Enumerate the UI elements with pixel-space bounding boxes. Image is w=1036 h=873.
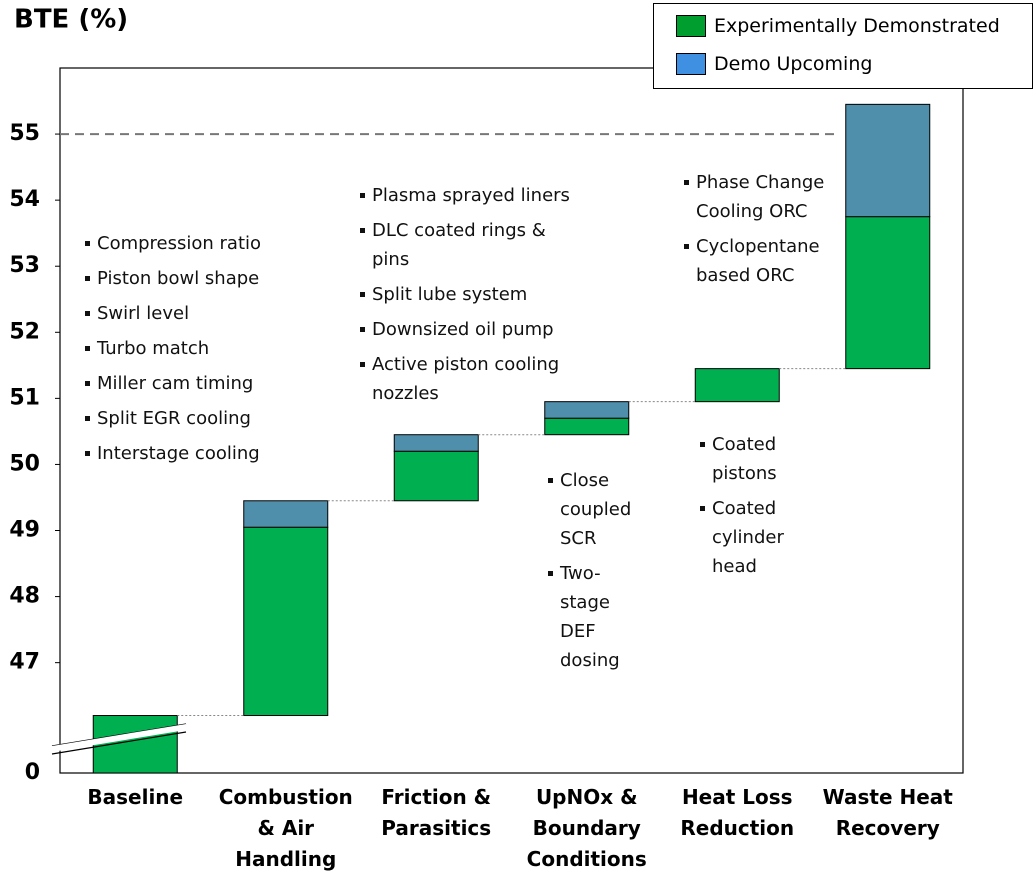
y-title: BTE (%): [14, 5, 128, 35]
legend-label: Experimentally Demonstrated: [714, 15, 1000, 37]
bar-segment: [694, 368, 780, 403]
annotation-item: Split lube system: [360, 280, 590, 309]
annotation-item: Compression ratio: [85, 229, 285, 258]
y-tick-label: 52: [9, 319, 40, 344]
annotation-item: Plasma sprayed liners: [360, 181, 590, 210]
annotation-list: Compression ratio Piston bowl shape Swirl …: [85, 229, 285, 474]
annotation-item: Swirl level: [85, 299, 285, 328]
y-tick-label: 54: [9, 187, 40, 212]
annotation-item: Turbo match: [85, 334, 285, 363]
x-tick-label: Waste Heat Recovery: [822, 785, 953, 840]
annotation-item: Close coupled SCR: [548, 466, 638, 553]
bar-segment: [845, 103, 931, 218]
x-tick-label: Friction & Parasitics: [381, 785, 492, 840]
bar-segment: [845, 216, 931, 370]
x-tick-label: UpNOx & Boundary Conditions: [526, 785, 647, 871]
legend-entry: Demo Upcoming: [676, 53, 872, 75]
annotation-item: Piston bowl shape: [85, 264, 285, 293]
legend: Experimentally Demonstrated Demo Upcoming: [653, 3, 1033, 89]
legend-swatch: [676, 53, 706, 75]
x-tick-label: Baseline: [87, 785, 184, 809]
y-tick-label: 53: [9, 253, 40, 278]
bar-segment: [393, 434, 479, 452]
y-tick-label: 51: [9, 385, 40, 410]
axis-break-gap: [52, 724, 186, 752]
y-break-label: 0: [25, 760, 40, 785]
annotation-item: Split EGR cooling: [85, 404, 285, 433]
annotation-item: Downsized oil pump: [360, 315, 590, 344]
annotation-item: Phase Change Cooling ORC: [684, 168, 844, 226]
legend-entry: Experimentally Demonstrated: [676, 15, 1000, 37]
annotation-list: Phase Change Cooling ORC Cyclopentane bas…: [684, 168, 844, 296]
y-tick-label: 49: [9, 518, 40, 543]
annotation-list: Plasma sprayed liners DLC coated rings & …: [360, 181, 590, 414]
bar-segment: [544, 417, 630, 436]
x-tick-label: Heat Loss Reduction: [680, 785, 795, 840]
axis-break: [51, 731, 187, 755]
legend-label: Demo Upcoming: [714, 53, 873, 75]
plot-frame: [59, 67, 964, 774]
annotation-item: Miller cam timing: [85, 369, 285, 398]
annotation-item: Coated cylinder head: [700, 494, 790, 581]
annotation-item: Interstage cooling: [85, 439, 285, 468]
bar-segment: [544, 401, 630, 419]
bar-segment: [393, 450, 479, 502]
bar-segment: [243, 500, 329, 528]
annotation-list: Close coupled SCR Two-stage DEF dosing: [548, 466, 638, 681]
bar-segment: [92, 715, 178, 774]
y-tick-label: 48: [9, 584, 40, 609]
annotation-list: Coated pistons Coated cylinder head: [700, 430, 790, 587]
legend-swatch: [676, 15, 706, 37]
y-tick-label: 50: [9, 451, 40, 476]
y-tick-label: 55: [9, 121, 40, 146]
annotation-item: Active piston cooling nozzles: [360, 350, 590, 408]
annotation-item: DLC coated rings & pins: [360, 216, 590, 274]
x-tick-label: Combustion & Air Handling: [218, 785, 353, 871]
annotation-item: Cyclopentane based ORC: [684, 232, 844, 290]
y-tick-label: 47: [9, 650, 40, 675]
annotation-item: Two-stage DEF dosing: [548, 559, 638, 675]
annotation-item: Coated pistons: [700, 430, 790, 488]
bar-segment: [243, 526, 329, 717]
